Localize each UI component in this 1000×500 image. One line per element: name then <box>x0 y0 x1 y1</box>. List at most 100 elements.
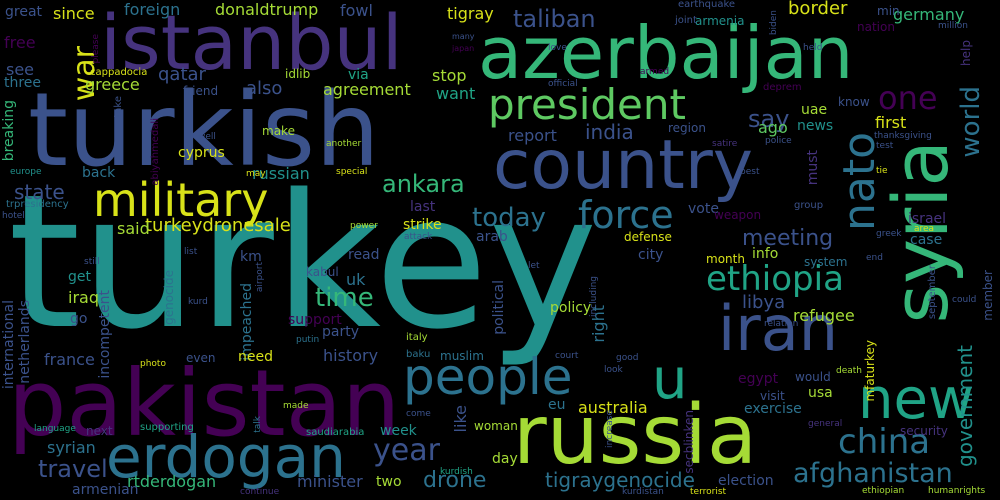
word-attack: attack <box>404 232 433 242</box>
word-turkey: turkey <box>8 154 598 370</box>
word-iran: iran <box>718 292 839 365</box>
word-drone: drone <box>423 468 487 493</box>
word-know: know <box>838 95 870 109</box>
word-armed: armed <box>640 67 670 77</box>
word-member: member <box>981 270 995 321</box>
word-russia: russia <box>513 388 758 483</box>
word-september: september <box>927 265 938 320</box>
word-agreement: agreement <box>323 80 411 99</box>
word-state: state <box>14 180 65 204</box>
word-uk: uk <box>346 270 366 289</box>
word-ethiopia: ethiopia <box>706 259 844 299</box>
word-saudiarabia: saudiarabia <box>306 427 365 438</box>
word-ankara: ankara <box>382 170 465 198</box>
word-time: time <box>315 283 374 313</box>
word-erdogan: erdogan <box>106 423 346 491</box>
word-government: government <box>953 345 977 467</box>
word-satire: satire <box>712 139 738 149</box>
word-usa: usa <box>808 385 833 401</box>
word-exercise: exercise <box>744 401 802 417</box>
word-istanbul: istanbul <box>100 0 403 87</box>
word-netherlands: netherlands <box>17 300 33 384</box>
word-france: france <box>44 350 95 369</box>
word-refugee: refugee <box>793 306 855 325</box>
word-mfaturkey: mfaturkey <box>863 340 877 402</box>
word-airport: airport <box>255 262 265 293</box>
word-weapon: weapon <box>714 208 762 222</box>
word-may: may <box>246 169 266 179</box>
word-russian: russian <box>252 164 310 183</box>
word-continue: continue <box>240 487 280 497</box>
word-cyprus: cyprus <box>178 145 225 161</box>
word-trpresidency: trpresidency <box>6 199 69 210</box>
word-rtderdogan: rtderdogan <box>127 472 217 491</box>
word-look: look <box>604 365 623 375</box>
word-official: official <box>548 79 578 89</box>
word-idlib: idlib <box>285 67 311 81</box>
word-list: list <box>184 247 198 257</box>
word-still: still <box>84 257 100 267</box>
word-cappadocia: cappadocia <box>90 67 148 78</box>
word-secblinken: secblinken <box>682 410 696 474</box>
word-since: since <box>53 4 95 23</box>
word-week: week <box>380 423 417 439</box>
word-police: police <box>765 136 792 146</box>
word-muslim: muslim <box>440 349 484 363</box>
word-germany: germany <box>893 5 965 24</box>
word-news: news <box>797 118 834 134</box>
word-even: even <box>186 351 216 365</box>
word-kurdish: kurdish <box>440 467 473 477</box>
word-increase: increase <box>605 410 615 448</box>
word-friend: friend <box>183 84 219 98</box>
word-please: please <box>91 34 101 64</box>
word-many: many <box>452 32 475 41</box>
word-month: month <box>706 252 745 266</box>
word-must: must <box>805 150 821 186</box>
word-visit: visit <box>760 389 785 403</box>
word-special: special <box>336 167 368 177</box>
word-policy: policy <box>550 300 592 316</box>
word-strike: strike <box>403 217 442 233</box>
word-also: also <box>246 78 283 99</box>
word-stop: stop <box>432 66 467 85</box>
word-iraq: iraq <box>68 288 99 307</box>
word-said: said <box>117 219 150 238</box>
word-military: military <box>93 173 269 227</box>
word-qatar: qatar <box>158 64 206 85</box>
word-abiyahmedali: abiyahmedali <box>150 118 161 186</box>
word-great: great <box>5 4 43 20</box>
word-new: new <box>858 367 974 432</box>
word-eu: eu <box>548 397 566 413</box>
word-pakistan: pakistan <box>8 350 401 457</box>
word-support: support <box>288 312 342 328</box>
word-back: back <box>82 165 116 181</box>
word-taliban: taliban <box>513 5 596 33</box>
word-report: report <box>508 126 557 145</box>
word-syrian: syrian <box>47 438 96 457</box>
word-italy: italy <box>406 332 428 343</box>
word-china: china <box>838 422 931 462</box>
word-see: see <box>6 60 35 79</box>
word-three: three <box>4 75 42 91</box>
word-travel: travel <box>38 455 108 483</box>
word-europe: europe <box>10 167 42 177</box>
word-u: u <box>652 347 688 412</box>
word-election: election <box>718 473 774 489</box>
word-tigray: tigray <box>447 4 494 23</box>
word-ethiopian: ethiopian <box>862 486 905 496</box>
word-group: group <box>794 200 824 211</box>
word-go: go <box>70 311 88 327</box>
word-tie: tie <box>876 166 888 176</box>
word-info: info <box>752 246 779 262</box>
word-security: security <box>900 424 948 438</box>
word-get: get <box>68 269 91 285</box>
word-power: power <box>350 221 378 231</box>
word-day: day <box>492 451 518 467</box>
word-egypt: egypt <box>738 371 779 387</box>
word-australia: australia <box>578 398 648 417</box>
word-first: first <box>875 113 907 132</box>
word-need: need <box>238 349 273 365</box>
word-language: language <box>34 424 76 434</box>
word-fowl: fowl <box>340 1 373 20</box>
word-talk: talk <box>253 416 263 433</box>
